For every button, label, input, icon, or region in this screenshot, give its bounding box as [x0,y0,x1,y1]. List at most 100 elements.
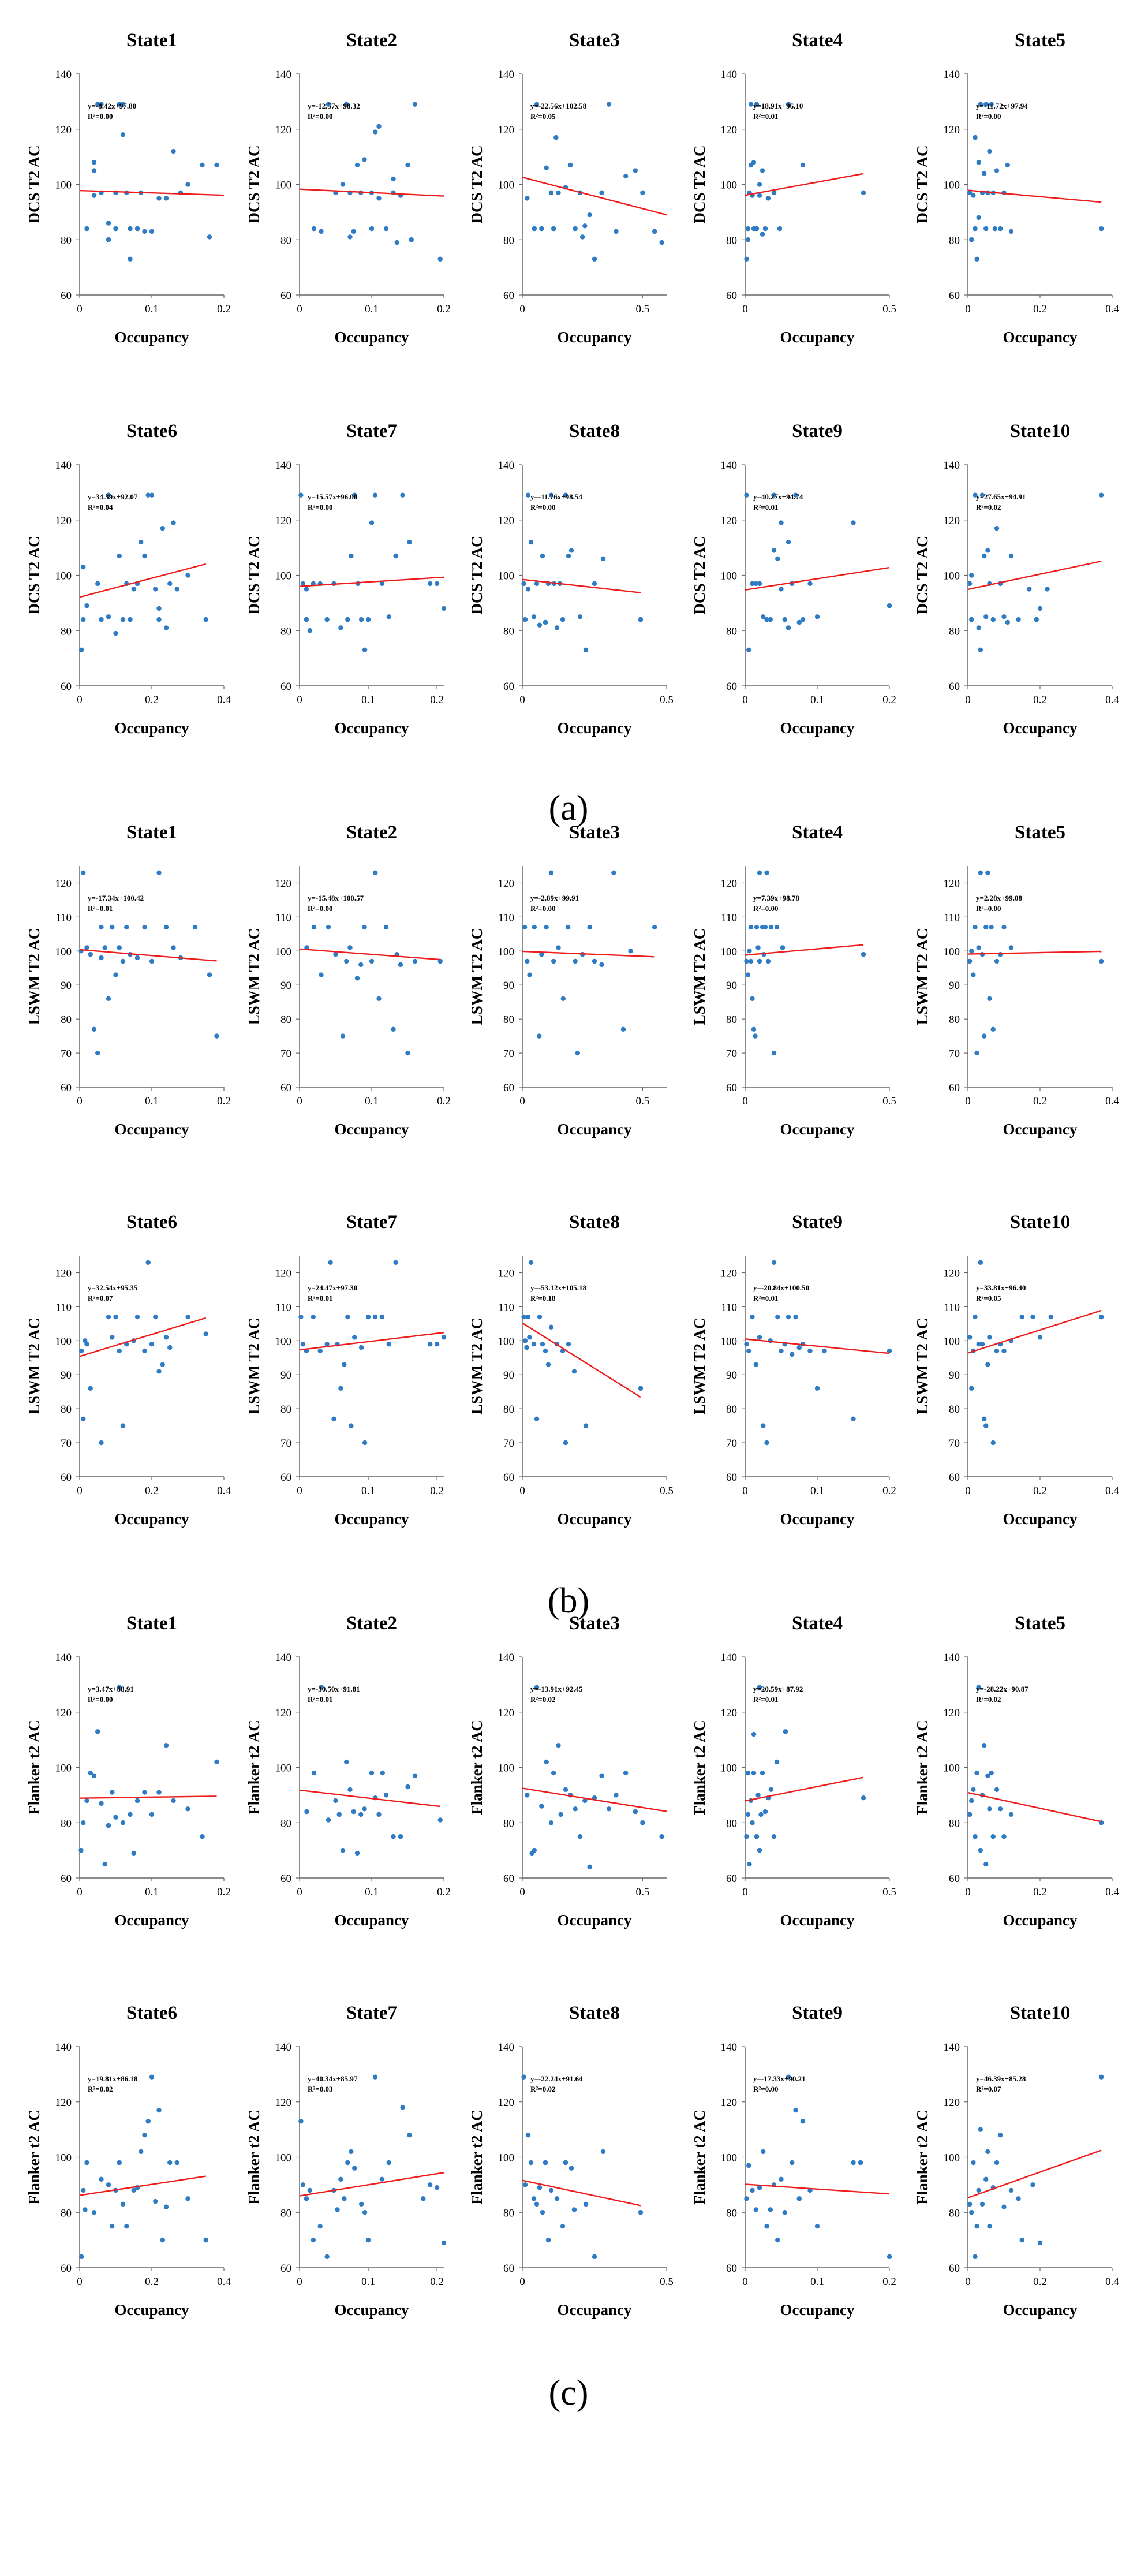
data-point [575,1050,581,1056]
subplot-title: State7 [346,2003,397,2024]
scatter-subplot-b-state4: State4 60 70 80 90 100 110 120 0 0.5 Occupancy LSWM… [691,822,896,1138]
y-tick-label: 110 [944,912,960,924]
x-tick-label: 0 [965,1485,971,1497]
data-point [971,1787,976,1792]
data-point [106,237,111,242]
x-tick-label: 0.5 [660,694,674,706]
data-point [1008,2187,1014,2193]
x-tick-label: 0.1 [145,303,159,315]
x-tick-label: 0.5 [660,1485,674,1497]
y-tick-label: 60 [726,1472,737,1484]
data-point [358,1345,364,1350]
y-tick-label: 60 [503,1472,514,1484]
x-tick-label: 0.2 [145,1485,159,1497]
data-point [600,2149,606,2155]
y-axis-label: DCS T2 AC [25,536,43,614]
regression-equation: y=18.91x+96.10 [753,102,803,110]
data-point [1019,1314,1024,1320]
x-tick-label: 0.5 [882,1886,896,1898]
data-point [128,256,133,262]
data-point [566,1342,571,1347]
data-point [311,1314,316,1320]
data-point [793,1314,798,1320]
trend-line [967,1791,1102,1823]
x-tick-label: 0.2 [145,2276,159,2288]
data-point [185,1806,190,1812]
data-point [786,625,791,630]
data-point [1037,2240,1043,2246]
data-point [421,2196,426,2201]
data-point [579,234,585,240]
y-tick-label: 100 [944,180,960,192]
data-point [976,1342,981,1347]
data-point [994,1787,1000,1792]
r-squared-label: R²=0.00 [308,112,332,121]
data-point [113,226,118,232]
panel-label-c: (c) [549,2373,589,2413]
data-point [1008,945,1014,950]
data-point [887,603,892,608]
data-point [207,234,212,240]
data-point [998,226,1003,232]
subplot-title: State7 [346,421,397,442]
r-squared-label: R²=0.05 [530,112,556,121]
data-point [768,1787,774,1792]
y-tick-label: 60 [949,1873,960,1885]
data-point [95,102,100,107]
data-point [106,1314,111,1320]
y-tick-label: 60 [726,1082,737,1094]
data-point [755,1793,761,1798]
x-tick-label: 0 [297,694,302,706]
data-point [768,617,773,622]
data-point [139,539,144,545]
data-point [336,1812,342,1817]
data-point [171,945,176,950]
data-point [525,958,530,964]
y-tick-label: 100 [55,180,72,192]
panel-label-a: (a) [549,789,589,828]
data-point [548,1820,554,1825]
data-point [998,1806,1003,1812]
y-tick-label: 140 [944,1652,960,1664]
data-point [120,102,126,107]
data-point [543,619,548,625]
data-point [120,1423,126,1428]
data-point [91,168,97,173]
data-point [531,1342,537,1347]
data-point [304,1809,309,1815]
data-point [973,226,978,232]
x-axis-label: Occupancy [557,1912,632,1929]
data-point [599,190,604,196]
data-point [744,2196,749,2201]
regression-equation: y=-11.72x+97.94 [976,102,1028,110]
y-tick-label: 60 [61,1082,72,1094]
y-tick-label: 110 [721,1301,737,1313]
trend-line [522,950,655,958]
scatter-subplot-b-state10: State10 60 70 80 90 100 110 120 0 0.2 0.4 Occupancy… [914,1212,1119,1528]
data-point [88,1386,93,1391]
data-point [352,1335,357,1340]
trend-line [522,176,667,216]
data-point [967,958,973,964]
data-point [203,1331,208,1336]
data-point [525,1793,530,1798]
regression-equation: y=-8.42x+97.80 [88,102,136,110]
data-point [319,229,324,234]
y-tick-label: 120 [498,515,515,527]
x-tick-label: 0.1 [145,1095,159,1107]
y-tick-label: 100 [944,1763,960,1775]
y-tick-label: 120 [275,2097,292,2109]
data-point [412,102,418,107]
data-point [620,1026,626,1032]
data-point [534,1416,540,1422]
data-point [796,2196,802,2201]
data-point [365,617,371,622]
data-point [156,606,162,611]
data-point [762,1809,768,1815]
y-tick-label: 90 [280,980,291,992]
r-squared-label: R²=0.00 [976,904,1001,913]
data-point [583,647,589,652]
data-point [113,1314,118,1320]
data-point [1099,226,1104,232]
data-point [400,2105,405,2110]
